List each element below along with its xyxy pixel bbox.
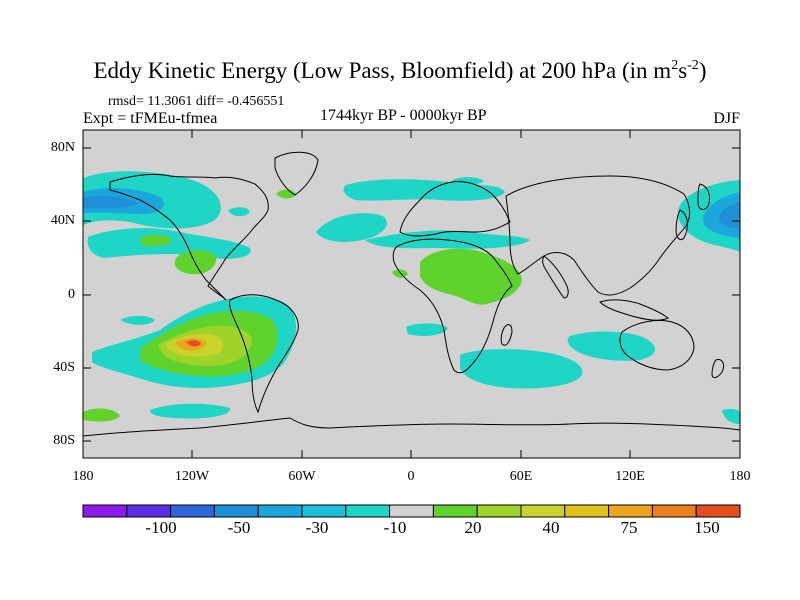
coast-north-america (109, 173, 269, 301)
colorbar-label-neg100: -100 (145, 518, 177, 537)
x-tick-label-60e: 60E (509, 469, 533, 484)
x-tick-label-60w: 60W (288, 469, 316, 484)
colorbar-label-40: 40 (542, 518, 560, 537)
colorbar-box-5 (301, 504, 347, 518)
period-label: 1744kyr BP - 0000kyr BP (320, 107, 487, 124)
contour-africa-green-small (392, 269, 408, 278)
coast-antarctica (83, 417, 740, 437)
x-tick-marks (191, 130, 631, 458)
colorbar-box-13 (651, 504, 697, 518)
contour-natl-small (228, 207, 250, 217)
coast-japan (675, 209, 688, 241)
coast-australia (619, 319, 695, 371)
colorbar-box-4 (257, 504, 303, 518)
coast-europe (399, 181, 511, 237)
y-tick-label-40s: 40S (53, 360, 75, 375)
colorbar-box-9 (476, 504, 522, 518)
y-tick-marks (83, 147, 740, 442)
colorbar-label-neg30: -30 (305, 518, 329, 537)
colorbar-box-8 (432, 504, 478, 518)
contour-arctic-cyan (452, 177, 484, 185)
contour-npac-west-deepblue (83, 195, 138, 209)
coast-south-america (229, 294, 299, 414)
coast-india (542, 255, 569, 299)
colorbar (82, 504, 741, 518)
contour-natl-cyan (316, 213, 387, 242)
colorbar-box-6 (345, 504, 391, 518)
contour-spac-red (186, 340, 201, 347)
coast-greenland (274, 151, 319, 196)
map-title: Eddy Kinetic Energy (Low Pass, Bloomfiel… (93, 58, 707, 83)
contour-so-mid-cyan (150, 403, 231, 419)
contour-africa-green (420, 248, 522, 305)
contour-sind2-cyan (567, 331, 655, 361)
contour-so-left-green (83, 408, 120, 422)
colorbar-label-20: 20 (464, 518, 482, 537)
y-tick-label-80s: 80S (53, 433, 75, 448)
y-tick-label-0: 0 (68, 287, 75, 302)
x-tick-label-180-right: 180 (729, 469, 751, 484)
coastlines (83, 151, 740, 437)
contour-sind-cyan (460, 349, 583, 389)
colorbar-box-7 (389, 504, 434, 518)
coast-indonesia (599, 299, 669, 321)
contour-europe-cyan (343, 179, 505, 201)
x-tick-label-120w: 120W (174, 469, 210, 484)
coast-new-zealand (711, 359, 725, 379)
coast-kamchatka (697, 183, 711, 210)
y-tick-label-80n: 80N (50, 140, 75, 155)
contour-pac-band-cyan (87, 228, 251, 259)
contour-pac-green-blob1 (140, 234, 172, 247)
colorbar-box-14 (695, 504, 741, 518)
colorbar-box-11 (564, 504, 610, 518)
colorbar-box-10 (520, 504, 566, 518)
experiment-label: Expt = tFMEu-tfmea (83, 110, 218, 127)
coast-africa (392, 238, 513, 374)
colorbar-label-neg10: -10 (383, 518, 407, 537)
contour-pac-green-blob2 (174, 250, 217, 275)
x-tick-label-0: 0 (407, 469, 415, 484)
colorbar-box-2 (170, 504, 215, 518)
colorbar-box-12 (608, 504, 653, 518)
colorbar-box-3 (213, 504, 259, 518)
contour-fill (83, 171, 740, 424)
colorbar-box-1 (126, 504, 172, 518)
x-tick-label-120e: 120E (615, 469, 645, 484)
contour-so-right-cyan (722, 408, 740, 424)
x-tick-label-180-left: 180 (72, 469, 94, 484)
contour-spac-left-cyan (120, 315, 155, 325)
season-label: DJF (713, 110, 740, 127)
contour-satl-cyan (406, 323, 448, 336)
colorbar-box-0 (82, 504, 128, 518)
colorbar-label-neg50: -50 (227, 518, 251, 537)
coast-asia (505, 175, 691, 296)
stats-label: rmsd= 11.3061 diff= -0.456551 (108, 94, 285, 109)
coast-madagascar (500, 324, 513, 346)
colorbar-label-75: 75 (620, 518, 638, 537)
y-tick-label-40n: 40N (50, 213, 75, 228)
colorbar-label-150: 150 (694, 518, 720, 537)
